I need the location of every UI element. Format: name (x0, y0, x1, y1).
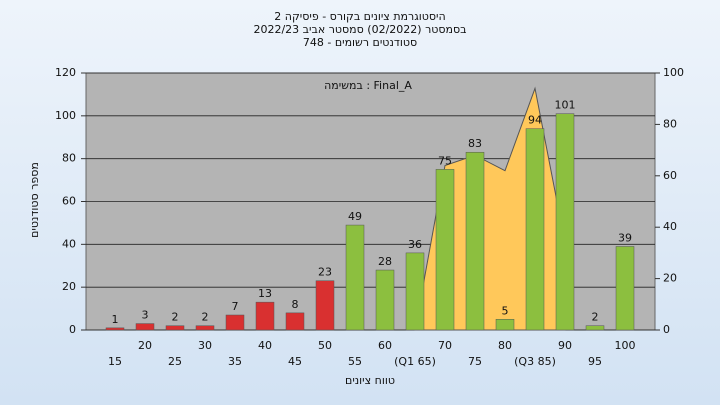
y2-tick-label: 0 (663, 323, 670, 336)
x-tick-label: 30 (198, 339, 212, 352)
x-tick-label: 75 (468, 355, 482, 368)
bar (405, 252, 425, 331)
y2-tick-label: 80 (663, 117, 677, 130)
x-tick-label: 80 (498, 339, 512, 352)
x-tick-label: (Q3 85) (514, 355, 556, 368)
bar (435, 169, 455, 331)
bar (525, 128, 545, 331)
bar (195, 325, 215, 331)
y-tick-label: 0 (69, 323, 76, 336)
bar (465, 151, 485, 331)
bar (315, 280, 335, 331)
chart-subtitle: בסמסטר (02/2022) סמסטר אביב 2022/23 (253, 23, 466, 36)
y-tick-label: 80 (62, 152, 76, 165)
value-label: 75 (438, 154, 452, 167)
value-label: 101 (555, 99, 576, 112)
x-tick-label: 55 (348, 355, 362, 368)
chart-title: היסטוגרמת ציונים בקורס - פיסיקה 2 (274, 10, 445, 23)
value-label: 36 (408, 238, 422, 251)
y2-tick-label: 20 (663, 272, 677, 285)
bar (165, 325, 185, 331)
bar (375, 269, 395, 331)
y-tick-label: 40 (62, 237, 76, 250)
bar (585, 325, 605, 331)
value-label: 8 (292, 298, 299, 311)
value-label: 28 (378, 255, 392, 268)
x-tick-label: 15 (108, 355, 122, 368)
bar (495, 319, 515, 331)
x-tick-label: 35 (228, 355, 242, 368)
y2-tick-label: 40 (663, 220, 677, 233)
x-tick-label: 60 (378, 339, 392, 352)
y-tick-label: 120 (55, 66, 76, 79)
x-tick-label: 20 (138, 339, 152, 352)
y-tick-label: 20 (62, 280, 76, 293)
value-label: 13 (258, 287, 272, 300)
value-label: 94 (528, 114, 542, 127)
bar (225, 314, 245, 331)
value-label: 23 (318, 266, 332, 279)
value-label: 2 (172, 311, 179, 324)
bar (345, 224, 365, 331)
y2-tick-label: 60 (663, 169, 677, 182)
x-tick-label: 50 (318, 339, 332, 352)
value-label: 49 (348, 210, 362, 223)
x-axis-label: טווח ציונים (345, 374, 395, 387)
bar (105, 327, 125, 331)
x-tick-label: 70 (438, 339, 452, 352)
bar (255, 301, 275, 331)
y2-tick-label: 100 (663, 66, 684, 79)
x-tick-label: 25 (168, 355, 182, 368)
value-label: 83 (468, 137, 482, 150)
value-label: 1 (112, 313, 119, 326)
y-tick-label: 60 (62, 195, 76, 208)
x-tick-label: 90 (558, 339, 572, 352)
bar (135, 323, 155, 331)
bar (555, 113, 575, 331)
x-tick-label: 45 (288, 355, 302, 368)
value-label: 39 (618, 231, 632, 244)
x-tick-label: 100 (615, 339, 636, 352)
annotation: במשימה : Final_A (324, 79, 412, 92)
bar (285, 312, 305, 331)
value-label: 2 (202, 311, 209, 324)
x-tick-label: 95 (588, 355, 602, 368)
chart-subtitle: סטודנטים רשומים - 748 (303, 36, 417, 49)
value-label: 2 (592, 311, 599, 324)
value-label: 7 (232, 300, 239, 313)
x-tick-label: 40 (258, 339, 272, 352)
y-tick-label: 100 (55, 109, 76, 122)
value-label: 5 (502, 304, 509, 317)
value-label: 3 (142, 309, 149, 322)
bar (615, 246, 635, 331)
y-axis-label: מספר סטודנטים (28, 162, 41, 238)
x-tick-label: (Q1 65) (394, 355, 436, 368)
